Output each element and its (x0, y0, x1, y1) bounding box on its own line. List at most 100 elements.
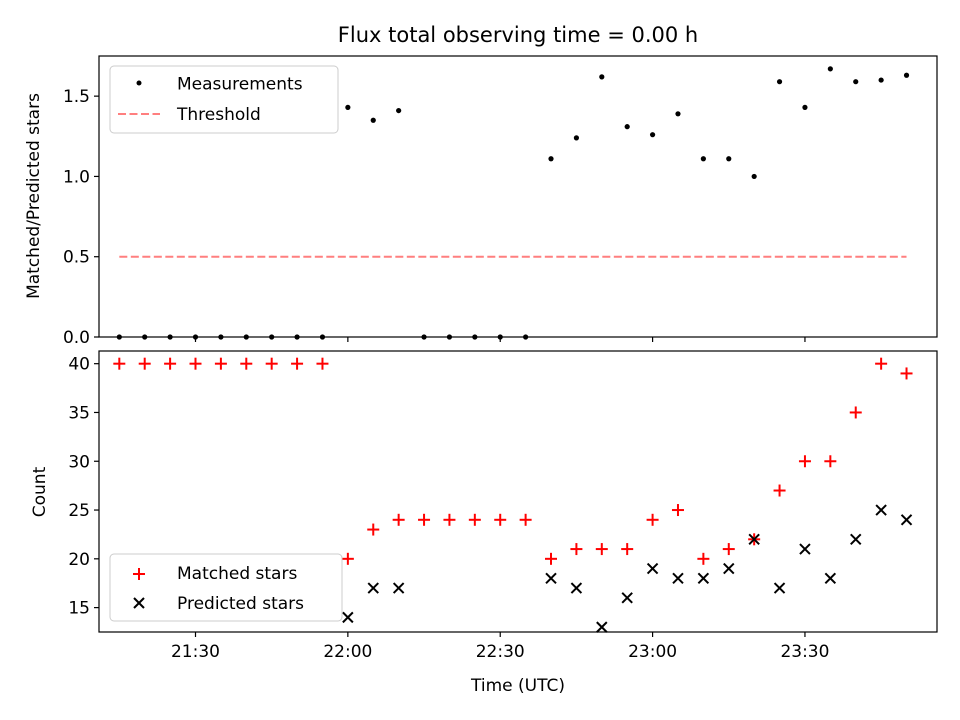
predicted-stars-point (596, 621, 608, 633)
x-tick-label: 23:00 (628, 642, 677, 662)
y-tick-label: 30 (68, 452, 90, 472)
legend-measurements-label: Measurements (177, 75, 303, 95)
matched-stars-point (773, 484, 786, 497)
matched-stars-point (722, 543, 735, 556)
matched-stars-point (545, 552, 558, 565)
ratio-legend: Measurements Threshold (109, 65, 339, 134)
measurement-point (726, 156, 732, 162)
measurement-point (573, 135, 580, 141)
matched-stars-point (392, 513, 405, 526)
legend-matched-label: Matched stars (177, 564, 297, 584)
ratio-axis-ticks: 0.0 0.5 1.0 1.5 (63, 87, 806, 348)
matched-stars-point (671, 504, 684, 517)
y-axis-label-count: Count (30, 466, 50, 517)
measurement-point (345, 104, 351, 110)
ratio-plot-frame (98, 55, 938, 338)
count-subplot: Count Time (UTC) 15 20 25 30 35 40 21:30 22:00 2… (30, 350, 938, 696)
predicted-stars-point (773, 582, 786, 594)
legend-predicted-marker (133, 597, 145, 609)
matched-stars-point (265, 357, 278, 370)
matched-stars-point (164, 357, 177, 370)
predicted-stars-point (799, 543, 811, 555)
legend-threshold-label: Threshold (176, 105, 261, 125)
matched-stars-point (189, 357, 202, 370)
count-axis-ticks: 15 20 25 30 35 40 21:30 22:00 22:30 23:00 23:30 (68, 355, 829, 662)
chart-title: Flux total observing time = 0.00 h (338, 23, 698, 47)
y-tick-label: 1.0 (63, 167, 90, 187)
predicted-stars-point (621, 592, 633, 604)
ratio-legend-box (109, 65, 339, 134)
matched-stars-point (316, 357, 329, 370)
matched-stars-point (367, 523, 380, 536)
predicted-stars-point (723, 562, 735, 575)
measurement-point (370, 117, 376, 123)
predicted-stars-point (824, 572, 837, 585)
measurement-point (675, 111, 681, 117)
legend-measurements-marker (136, 80, 142, 86)
count-legend: Matched stars Predicted stars (109, 553, 343, 622)
matched-stars-point (595, 543, 608, 556)
matched-stars-point (468, 513, 481, 526)
predicted-stars-point (875, 504, 887, 516)
measurement-point (700, 156, 706, 162)
predicted-stars-point (367, 582, 379, 594)
predicted-stars-point (748, 533, 760, 546)
matched-stars-point (519, 513, 532, 526)
measurement-point (827, 66, 833, 72)
measurement-point (776, 79, 783, 85)
legend-predicted-label: Predicted stars (177, 594, 304, 614)
matched-stars-point (240, 357, 253, 370)
measurement-point (878, 77, 884, 83)
predicted-stars-point (697, 572, 710, 585)
measurement-point (548, 156, 554, 162)
predicted-stars-point (850, 533, 862, 546)
predicted-stars-point (545, 572, 557, 585)
y-tick-label: 1.5 (63, 87, 90, 107)
measurement-point (624, 124, 630, 130)
predicted-stars-point (342, 611, 354, 624)
x-axis-label: Time (UTC) (470, 676, 565, 696)
matched-stars-point (341, 552, 354, 565)
measurement-point (599, 74, 605, 80)
count-plot-marks (113, 357, 913, 633)
matched-stars-point (113, 357, 126, 370)
y-tick-label: 20 (68, 550, 90, 570)
predicted-stars-point (646, 562, 659, 575)
measurement-point (802, 104, 808, 110)
y-axis-label-ratio: Matched/Predicted stars (24, 93, 44, 299)
matched-stars-point (418, 513, 431, 526)
measurement-point (903, 72, 910, 78)
measurement-point (396, 107, 402, 114)
matched-stars-point (849, 406, 862, 419)
matched-stars-point (621, 543, 634, 556)
count-plot-frame (98, 350, 938, 633)
matched-stars-point (138, 357, 151, 370)
matched-stars-point (875, 357, 888, 370)
legend-matched-marker (133, 568, 145, 580)
y-tick-label: 15 (68, 599, 90, 619)
y-tick-label: 0.5 (63, 248, 90, 268)
predicted-stars-point (570, 582, 583, 594)
predicted-stars-point (392, 582, 405, 594)
matched-stars-point (494, 513, 507, 526)
ratio-subplot: Flux total observing time = 0.00 h Match… (24, 23, 938, 348)
matched-stars-point (291, 357, 304, 370)
y-tick-label: 25 (68, 501, 90, 521)
matched-stars-point (646, 513, 659, 526)
matched-stars-point (900, 367, 913, 380)
y-tick-label: 35 (68, 403, 90, 423)
predicted-stars-point (900, 514, 913, 526)
matched-stars-point (570, 543, 583, 556)
measurement-point (649, 132, 656, 138)
y-tick-label: 40 (68, 355, 90, 375)
x-tick-label: 22:00 (323, 642, 372, 662)
measurement-point (853, 79, 859, 85)
matched-stars-point (798, 455, 811, 468)
count-legend-box (109, 553, 343, 622)
y-tick-label: 0.0 (63, 328, 90, 348)
x-tick-label: 21:30 (171, 642, 220, 662)
matched-stars-point (214, 357, 227, 370)
matched-stars-point (697, 552, 710, 565)
x-tick-label: 22:30 (476, 642, 525, 662)
